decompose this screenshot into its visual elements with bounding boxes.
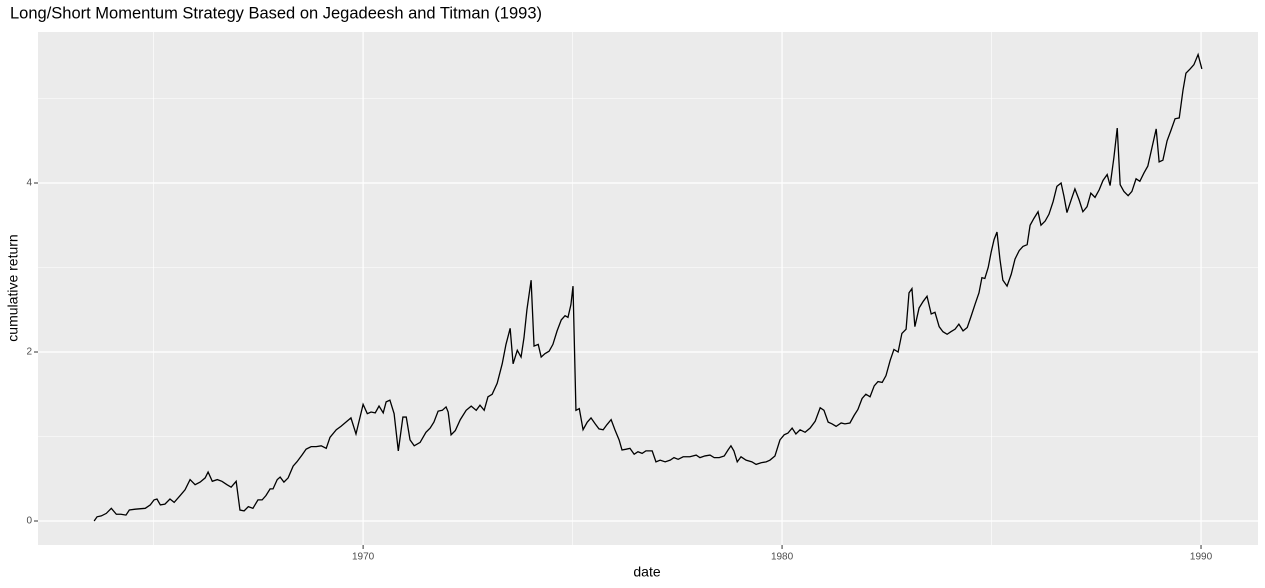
x-tick-label: 1970 xyxy=(352,552,375,563)
chart-title: Long/Short Momentum Strategy Based on Je… xyxy=(10,4,542,22)
x-tick-label: 1980 xyxy=(771,552,794,563)
y-tick-label: 2 xyxy=(26,347,32,358)
plot-panel xyxy=(38,32,1258,545)
x-axis-label: date xyxy=(633,564,660,580)
y-tick-label: 0 xyxy=(26,516,32,527)
x-tick-label: 1990 xyxy=(1190,552,1213,563)
y-axis-label: cumulative return xyxy=(5,234,21,341)
data-line xyxy=(93,52,1203,522)
y-tick-label: 4 xyxy=(26,178,32,189)
